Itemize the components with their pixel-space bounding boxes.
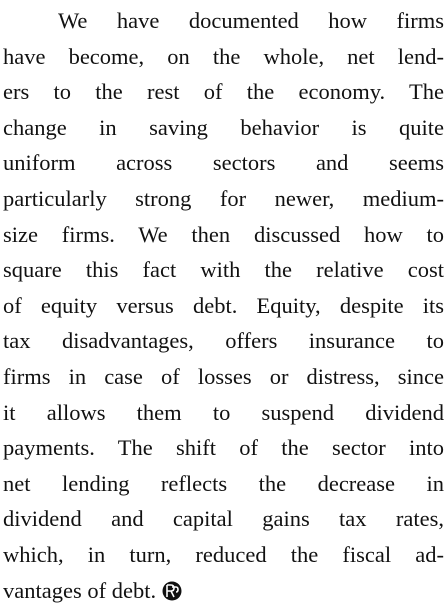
text-line: dividend and capital gains tax rates, — [3, 501, 444, 537]
line-text: net lending reflects the decrease in — [3, 470, 444, 496]
line-text: square this fact with the relative cost — [3, 257, 444, 283]
text-line: particularly strong for newer, medium- — [3, 181, 444, 217]
text-line: ers to the rest of the economy. The — [3, 74, 444, 110]
text-line: uniform across sectors and seems — [3, 145, 444, 181]
line-text: of equity versus debt. Equity, despite i… — [3, 292, 444, 318]
text-line: net lending reflects the decrease in — [3, 466, 444, 502]
line-text: firms in case of losses or distress, sin… — [3, 363, 444, 389]
line-text: which, in turn, reduced the fiscal ad- — [3, 541, 444, 567]
line-text: have become, on the whole, net lend- — [3, 43, 444, 69]
line-text: particularly strong for newer, medium- — [3, 185, 444, 211]
text-line: have become, on the whole, net lend- — [3, 39, 444, 75]
end-mark — [162, 581, 182, 600]
text-line: payments. The shift of the sector into — [3, 430, 444, 466]
line-text: size firms. We then discussed how to — [3, 221, 444, 247]
line-text: dividend and capital gains tax rates, — [3, 506, 444, 532]
paragraph: We have documented how firms have become,… — [3, 3, 444, 608]
line-text: change in saving behavior is quite — [3, 114, 444, 140]
text-line: firms in case of losses or distress, sin… — [3, 359, 444, 395]
end-mark-glyph — [166, 583, 179, 597]
line-text: tax disadvantages, offers insurance to — [3, 328, 444, 354]
text-line: We have documented how firms — [3, 3, 444, 39]
line-text: ers to the rest of the economy. The — [3, 79, 444, 105]
text-line: which, in turn, reduced the fiscal ad- — [3, 537, 444, 573]
text-line: change in saving behavior is quite — [3, 110, 444, 146]
line-text: payments. The shift of the sector into — [3, 435, 444, 461]
text-line: of equity versus debt. Equity, despite i… — [3, 288, 444, 324]
text-line: tax disadvantages, offers insurance to — [3, 323, 444, 359]
line-text: vantages of debt. — [3, 577, 157, 603]
text-line: square this fact with the relative cost — [3, 252, 444, 288]
text-line: vantages of debt. — [3, 573, 444, 609]
line-text: We have documented how firms — [58, 8, 444, 33]
text-line: it allows them to suspend dividend — [3, 395, 444, 431]
line-text: it allows them to suspend dividend — [3, 399, 444, 425]
line-text: uniform across sectors and seems — [3, 150, 444, 176]
text-line: size firms. We then discussed how to — [3, 217, 444, 253]
